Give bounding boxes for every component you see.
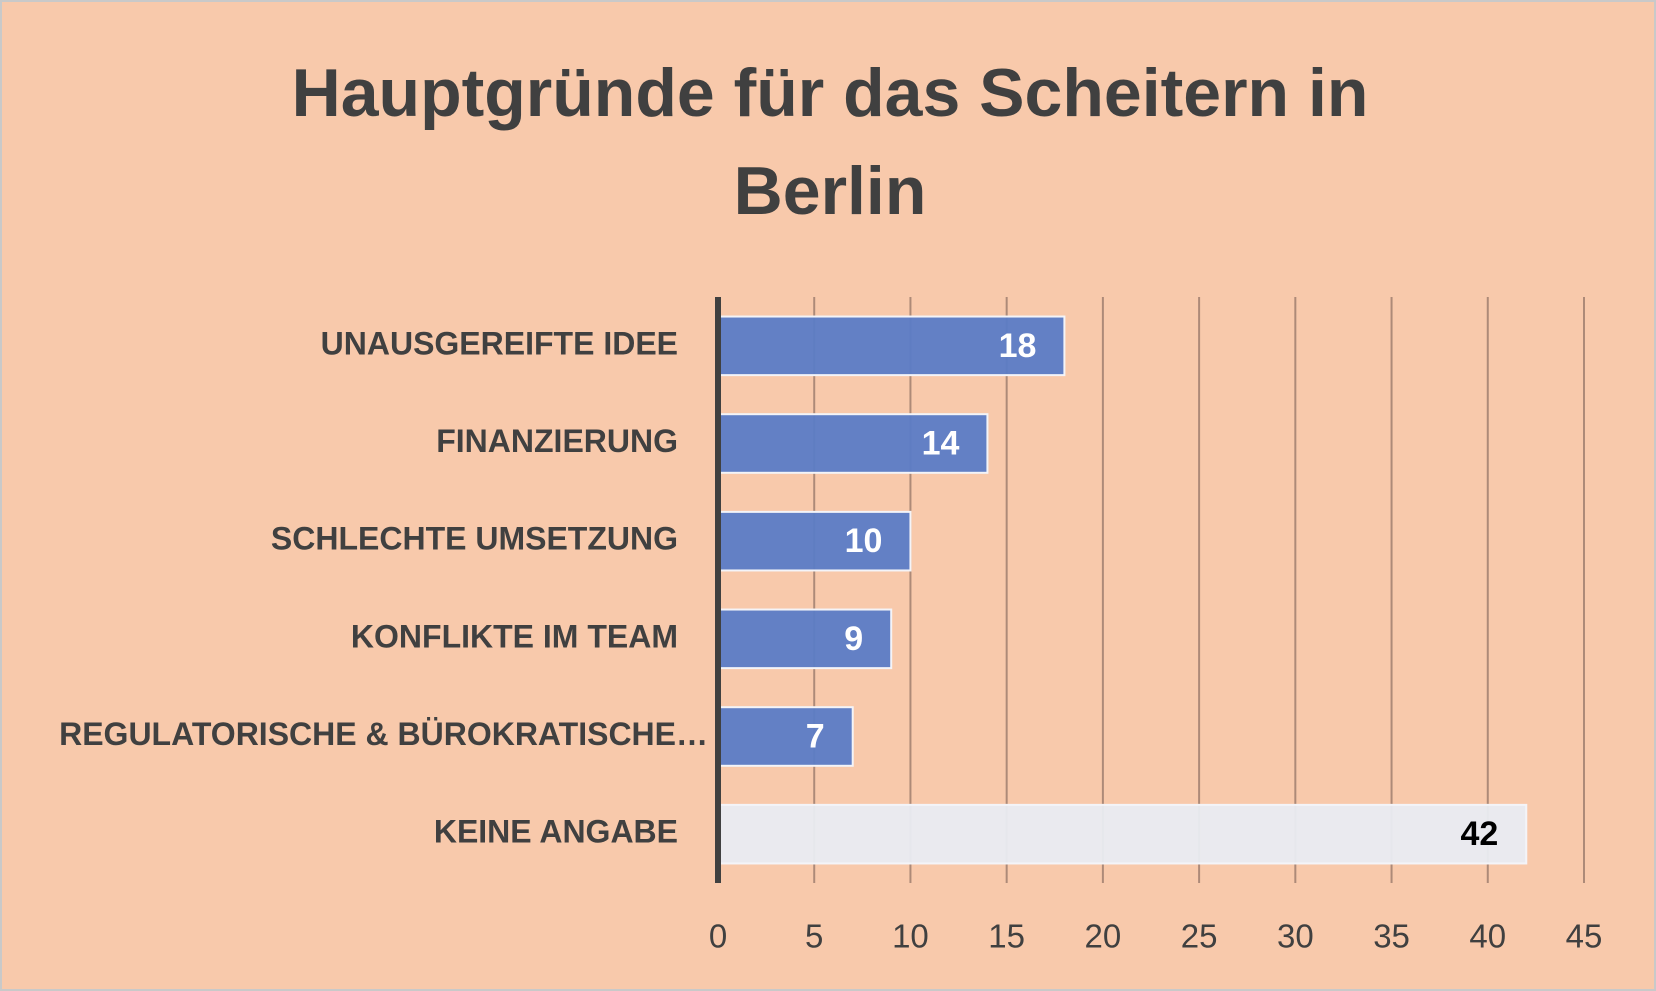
- x-tick-label: 30: [1277, 918, 1314, 955]
- y-tick-label: UNAUSGEREIFTE IDEE: [321, 325, 678, 361]
- x-tick-label: 45: [1566, 918, 1603, 955]
- bar: [717, 608, 893, 670]
- bar: [717, 706, 854, 767]
- data-label: 7: [806, 717, 825, 755]
- y-tick-label: FINANZIERUNG: [436, 423, 678, 459]
- bar: [717, 413, 989, 474]
- data-label: 14: [922, 424, 960, 462]
- data-label: 10: [845, 522, 883, 560]
- x-tick-label: 25: [1181, 918, 1218, 955]
- data-label: 42: [1460, 815, 1498, 853]
- x-tick-label: 40: [1469, 918, 1506, 955]
- x-tick-label: 35: [1373, 918, 1410, 955]
- x-tick-label: 20: [1085, 918, 1122, 955]
- x-tick-label: 10: [892, 918, 929, 955]
- data-label: 9: [844, 620, 863, 658]
- bar: [717, 510, 912, 572]
- y-tick-label: KONFLIKTE IM TEAM: [351, 618, 678, 654]
- x-tick-label: 15: [988, 918, 1025, 955]
- x-tick-label: 5: [805, 918, 823, 955]
- x-tick-label: 0: [709, 918, 727, 955]
- y-tick-label: SCHLECHTE UMSETZUNG: [271, 521, 678, 557]
- data-label: 18: [999, 327, 1037, 365]
- bar: [717, 315, 1066, 377]
- y-tick-label: KEINE ANGABE: [434, 814, 678, 850]
- chart-title: Hauptgründe für das Scheitern in Berlin: [291, 55, 1369, 229]
- y-tick-label: REGULATORISCHE & BÜROKRATISCHE…: [59, 716, 708, 752]
- bar: [717, 803, 1528, 865]
